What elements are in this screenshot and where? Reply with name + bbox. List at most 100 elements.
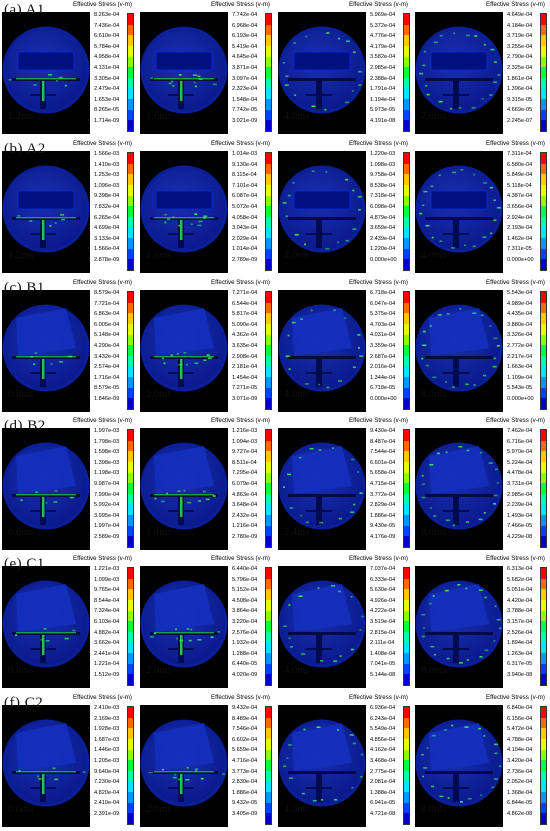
simulation-image [278, 12, 366, 134]
color-bar-segment [404, 749, 409, 761]
color-scale: 7.271e-04 6.544e-04 5.817e-04 5.090e-04 4.36… [232, 290, 276, 411]
color-bar-segment [128, 504, 133, 515]
scale-tick-label: 2.323e-04 [232, 86, 258, 93]
scale-tick-label: 5.796e-04 [232, 576, 258, 583]
color-bar-segment [266, 589, 271, 600]
scale-tick-label: 6.610e-04 [94, 33, 120, 40]
scale-tick-label: 1.894e-04 [507, 640, 533, 647]
scale-tick-label: 9.432e-04 [232, 705, 258, 711]
stress-panel: Effective Stress (v-m) 4.0ms 7.037e-04 6.33… [276, 554, 412, 692]
color-bar-segment [128, 248, 133, 260]
color-scale: 7.311e-04 6.580e-04 5.849e-04 5.118e-04 4.38… [507, 151, 550, 272]
color-bar-segment [266, 760, 271, 771]
scale-tick-label: 8.579e-05 [94, 385, 120, 392]
scale-tick-label: 7.311e-05 [507, 246, 532, 253]
color-bar-segment [404, 45, 409, 57]
scale-tick-label: 8.511e-04 [232, 459, 257, 466]
color-bar-segment [266, 120, 271, 131]
time-label: 0.6ms [8, 665, 34, 676]
color-bar [540, 13, 547, 132]
color-bar-segment [128, 589, 133, 600]
scale-tick-label: 4.184e-04 [507, 22, 533, 29]
color-bar-segment [266, 568, 271, 579]
color-bar-segment [128, 610, 133, 622]
color-scale: 5.969e-04 5.372e-04 4.776e-04 4.179e-04 3.58… [370, 12, 414, 133]
color-bar-segment [266, 56, 271, 68]
scale-tick-label: 1.014e-03 [232, 151, 258, 157]
scale-tick-label: 2.830e-04 [232, 779, 258, 786]
color-bar-segment [541, 238, 546, 249]
color-bar-segment [128, 345, 133, 356]
color-bar-segment [266, 206, 271, 217]
scale-tick-label: 7.041e-05 [370, 661, 396, 668]
scale-tick-label: 5.118e-04 [507, 182, 532, 189]
scale-tick-label: 5.784e-04 [94, 43, 120, 50]
color-bar [540, 567, 547, 686]
scale-tick-label: 2.410e-04 [94, 800, 120, 807]
color-bar-segment [266, 77, 271, 89]
scale-tick-label: 6.844e-05 [507, 800, 533, 807]
scale-tick-label: 1.216e-03 [232, 428, 258, 434]
color-bar-segment [266, 674, 271, 685]
scale-tick-label: 4.716e-04 [232, 757, 258, 764]
scale-tick-label: 8.263e-04 [94, 12, 120, 18]
color-bar-segment [404, 109, 409, 121]
scale-tick-label: 8.115e-04 [232, 172, 257, 179]
time-label: 2.4ms [284, 527, 310, 538]
color-bar-segment [404, 323, 409, 335]
color-bar [403, 13, 410, 132]
scale-tick-label: 1.368e-04 [507, 789, 533, 796]
stress-title: Effective Stress (v-m) [348, 1, 408, 8]
color-bar-segment [541, 77, 546, 89]
color-bar-segment [266, 45, 271, 57]
scale-tick-label: 3.871e-04 [232, 64, 258, 71]
row-label: (c) B1 [4, 280, 45, 296]
scale-tick-label: 3.662e-04 [94, 640, 120, 647]
scale-tick-label: 3.719e-04 [507, 33, 533, 40]
color-bar-segment [541, 674, 546, 685]
color-bar-segment [128, 355, 133, 367]
color-bar-segment [128, 813, 133, 824]
color-bar [540, 429, 547, 548]
scale-tick-label: 4.104e-04 [507, 747, 533, 754]
scale-tick-label: 6.313e-04 [507, 566, 533, 572]
color-bar-segment [128, 770, 133, 782]
scale-tick-label: 1.194e-04 [370, 96, 396, 103]
color-bar-segment [404, 153, 409, 164]
scale-tick-label: 1.714e-09 [94, 117, 120, 124]
scale-tick-label: 6.580e-04 [507, 161, 533, 168]
row-label: (b) A2 [4, 141, 46, 157]
scale-tick-label: 8.579e-04 [94, 290, 120, 296]
color-scale: 4.649e-04 4.184e-04 3.719e-04 3.255e-04 2.79… [507, 12, 550, 133]
scale-tick-label: 2.410e-03 [94, 705, 120, 711]
scale-tick-label: 2.441e-04 [94, 650, 120, 657]
scale-tick-label: 1.098e-03 [370, 161, 396, 168]
scale-tick-label: 3.305e-04 [94, 75, 120, 82]
color-bar-segment [541, 568, 546, 579]
simulation-image [140, 705, 228, 827]
scale-tick-label: 7.466e-05 [507, 523, 533, 530]
scale-tick-label: 1.220e-04 [370, 246, 396, 253]
color-bar-segment [541, 515, 546, 526]
color-bar-segment [128, 184, 133, 196]
scale-tick-label: 7.546e-04 [232, 726, 258, 733]
color-bar-segment [266, 153, 271, 164]
color-bar-segment [541, 525, 546, 537]
color-bar-segment [266, 248, 271, 260]
scale-tick-label: 4.699e-04 [94, 225, 120, 232]
color-bar-segment [541, 88, 546, 99]
color-scale: 2.410e-03 2.169e-03 1.928e-03 1.687e-03 1.44… [94, 705, 138, 826]
scale-tick-label: 8.489e-04 [232, 715, 258, 722]
stress-title: Effective Stress (v-m) [72, 140, 132, 147]
color-bar [403, 429, 410, 548]
color-bar-segment [128, 292, 133, 303]
scale-tick-label: 3.635e-04 [232, 342, 258, 349]
scale-tick-label: 4.788e-04 [507, 736, 533, 743]
stress-title: Effective Stress (v-m) [210, 555, 270, 562]
stress-panel: Effective Stress (v-m) 8.0ms 7.462e-04 6.71… [413, 416, 549, 554]
color-bar-segment [404, 14, 409, 25]
scale-tick-label: 5.224e-04 [507, 459, 533, 466]
color-bar-segment [128, 195, 133, 207]
color-bar-segment [404, 440, 409, 452]
color-bar-segment [128, 56, 133, 68]
